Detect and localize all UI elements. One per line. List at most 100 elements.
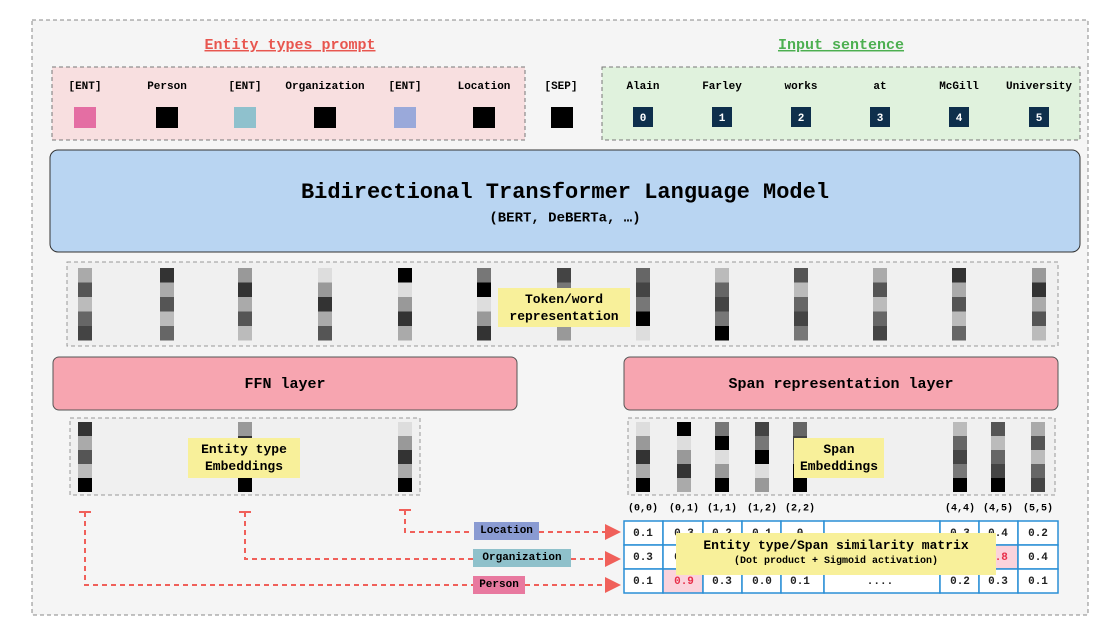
- vector-cell: [238, 326, 252, 341]
- vector-cell: [78, 450, 92, 464]
- model-box: [49, 149, 1081, 253]
- matrix-value: 0.1: [790, 576, 810, 588]
- matrix-cell: [623, 544, 664, 570]
- prompt-token: Organization: [285, 81, 364, 93]
- vector-cell: [160, 282, 174, 297]
- vector-cell: [991, 422, 1005, 436]
- vector-cell: [636, 422, 650, 436]
- vector-cell: [953, 436, 967, 450]
- vector-cell: [715, 436, 729, 450]
- span-label: (1,2): [747, 503, 777, 515]
- vector-cell: [1032, 282, 1046, 297]
- vector-cell: [398, 464, 412, 478]
- prompt-title: Entity types prompt: [204, 37, 375, 54]
- span-label: (2,2): [785, 503, 815, 515]
- entity-type-tag: Person: [473, 576, 525, 594]
- vector-cell: [715, 478, 729, 492]
- vector-cell: [953, 478, 967, 492]
- vector-cell: [398, 311, 412, 326]
- vector-cell: [636, 297, 650, 312]
- vector-cell: [755, 422, 769, 436]
- vector-cell: [78, 478, 92, 492]
- entity-type-tag: Location: [474, 522, 539, 540]
- token-square: [473, 107, 495, 128]
- token-square: [234, 107, 256, 128]
- matrix-value: 0.0: [752, 576, 772, 588]
- span-label: (4,5): [983, 503, 1013, 515]
- arrows: [79, 509, 621, 593]
- matrix-value: 0.3: [633, 552, 653, 564]
- vector-cell: [991, 478, 1005, 492]
- matrix-value: 0.2: [950, 576, 970, 588]
- input-word: Alain: [626, 81, 659, 93]
- span-label: (1,1): [707, 503, 737, 515]
- vector-cell: [636, 311, 650, 326]
- vector-cell: [952, 282, 966, 297]
- vector-cell: [318, 326, 332, 341]
- vector-cell: [794, 326, 808, 341]
- vector-cell: [318, 268, 332, 283]
- matrix-value: 0.2: [1028, 528, 1048, 540]
- vector-cell: [991, 436, 1005, 450]
- entity-emb-label: Entity type Embeddings: [188, 438, 300, 478]
- sep-token: [SEP]: [544, 81, 577, 93]
- matrix-overlay: Entity type/Span similarity matrix (Dot p…: [676, 533, 996, 575]
- matrix-value: 0.1: [633, 528, 653, 540]
- vector-cell: [78, 326, 92, 341]
- matrix-value: 0.3: [988, 576, 1008, 588]
- input-box: [601, 66, 1081, 141]
- matrix-cell: [623, 568, 664, 594]
- index-square: [633, 107, 653, 127]
- vector-cell: [318, 311, 332, 326]
- input-index: 3: [877, 113, 884, 125]
- vector-cell: [160, 326, 174, 341]
- span-layer-label: Span representation layer: [728, 376, 953, 393]
- matrix-value: 0.1: [633, 576, 653, 588]
- vector-cell: [793, 478, 807, 492]
- input-word: works: [784, 81, 817, 93]
- vector-cell: [78, 297, 92, 312]
- sep-square: [551, 107, 573, 128]
- input-word: University: [1006, 81, 1072, 93]
- vector-cell: [952, 268, 966, 283]
- vector-cell: [1032, 268, 1046, 283]
- vector-cell: [1031, 422, 1045, 436]
- index-square: [791, 107, 811, 127]
- vector-cell: [238, 268, 252, 283]
- vector-cell: [477, 326, 491, 341]
- vector-cell: [952, 311, 966, 326]
- input-word: McGill: [939, 81, 979, 93]
- vector-cell: [715, 464, 729, 478]
- input-index: 5: [1036, 113, 1043, 125]
- span-emb-label: Span Embeddings: [794, 438, 884, 478]
- vector-cell: [715, 268, 729, 283]
- prompt-box: [51, 66, 526, 141]
- vector-cell: [636, 268, 650, 283]
- vector-cell: [398, 478, 412, 492]
- vector-cell: [636, 282, 650, 297]
- matrix-subtitle: (Dot product + Sigmoid activation): [733, 556, 939, 567]
- token-square: [394, 107, 416, 128]
- vector-cell: [991, 450, 1005, 464]
- model-subtitle: (BERT, DeBERTa, …): [489, 211, 640, 227]
- vector-cell: [794, 268, 808, 283]
- vector-cell: [677, 422, 691, 436]
- vector-cell: [1031, 450, 1045, 464]
- token-label: Token/word representation: [498, 288, 630, 327]
- vector-cell: [398, 450, 412, 464]
- vector-cell: [1031, 478, 1045, 492]
- span-label: (5,5): [1023, 503, 1053, 515]
- vector-cell: [636, 436, 650, 450]
- arrow: [404, 510, 473, 533]
- vector-cell: [952, 326, 966, 341]
- input-word: at: [873, 81, 886, 93]
- input-index: 0: [640, 113, 647, 125]
- matrix-cell: [1017, 544, 1059, 570]
- vector-cell: [715, 326, 729, 341]
- vector-cell: [793, 422, 807, 436]
- vector-cell: [873, 311, 887, 326]
- vector-cell: [78, 311, 92, 326]
- arrow-cap: [79, 509, 411, 513]
- vector-cell: [1032, 297, 1046, 312]
- vector-cell: [238, 297, 252, 312]
